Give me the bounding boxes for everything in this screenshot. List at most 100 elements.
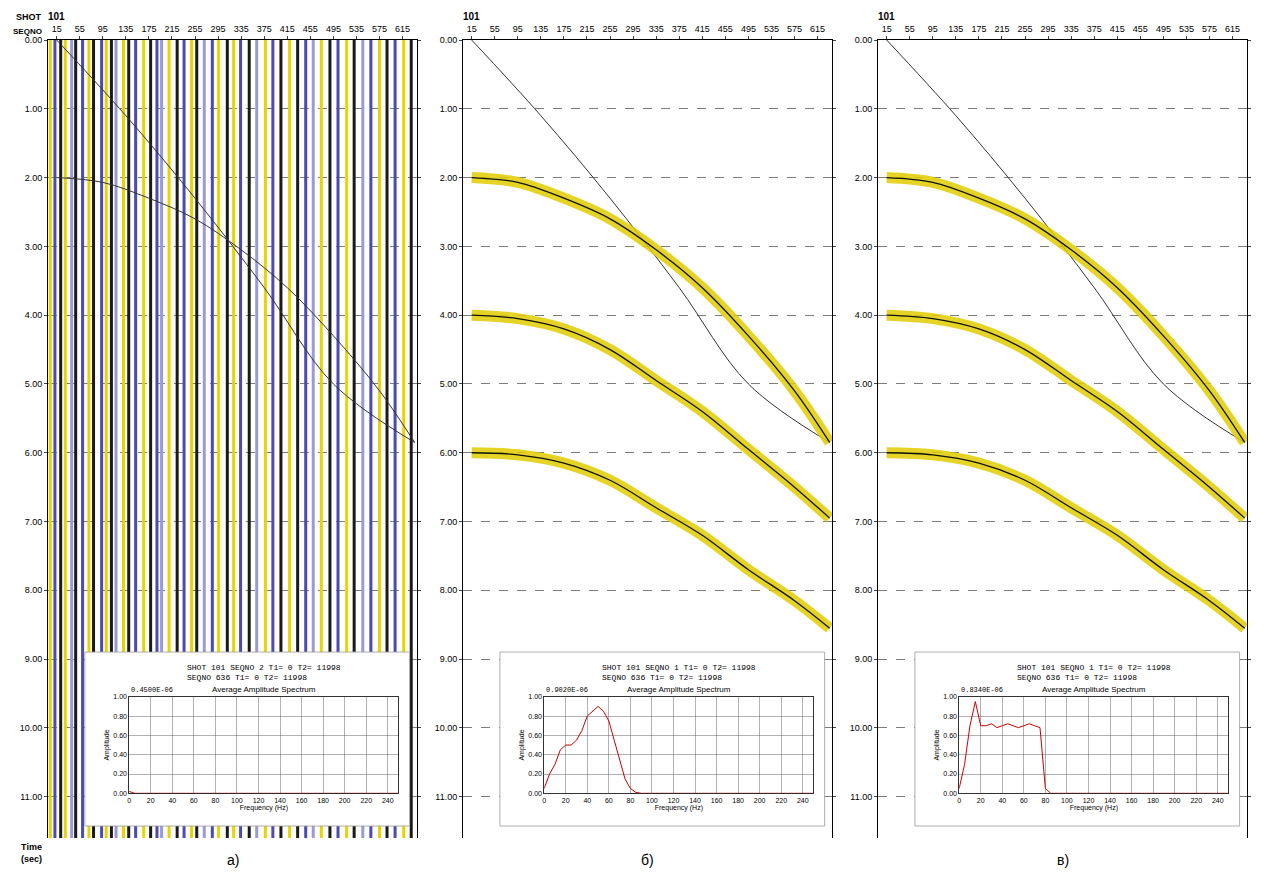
- svg-text:0.80: 0.80: [528, 713, 542, 720]
- svg-text:0.20: 0.20: [528, 770, 542, 777]
- svg-text:15: 15: [52, 24, 62, 34]
- svg-text:Average Amplitude Spectrum: Average Amplitude Spectrum: [1042, 685, 1146, 694]
- svg-text:375: 375: [1087, 24, 1102, 34]
- svg-text:255: 255: [188, 24, 203, 34]
- svg-text:160: 160: [711, 797, 723, 804]
- svg-text:220: 220: [360, 797, 372, 804]
- svg-text:535: 535: [349, 24, 364, 34]
- svg-text:5.00: 5.00: [25, 379, 43, 389]
- svg-text:0.00: 0.00: [113, 790, 127, 797]
- svg-text:0.40: 0.40: [528, 751, 542, 758]
- svg-text:10.00: 10.00: [850, 723, 873, 733]
- svg-text:Amplitude: Amplitude: [518, 729, 526, 760]
- svg-text:0.40: 0.40: [943, 751, 957, 758]
- svg-text:220: 220: [1190, 797, 1202, 804]
- svg-text:215: 215: [579, 24, 594, 34]
- svg-text:5.00: 5.00: [440, 379, 458, 389]
- svg-text:40: 40: [168, 797, 176, 804]
- svg-text:215: 215: [994, 24, 1009, 34]
- svg-text:1.00: 1.00: [528, 693, 542, 700]
- svg-text:120: 120: [253, 797, 265, 804]
- svg-text:1.00: 1.00: [440, 104, 458, 114]
- svg-text:6.00: 6.00: [25, 448, 43, 458]
- svg-text:SEQNO: SEQNO: [13, 27, 42, 36]
- svg-text:240: 240: [797, 797, 809, 804]
- svg-text:100: 100: [231, 797, 243, 804]
- svg-text:3.00: 3.00: [440, 242, 458, 252]
- svg-text:615: 615: [810, 24, 825, 34]
- svg-text:0.00: 0.00: [440, 35, 458, 45]
- svg-text:375: 375: [672, 24, 687, 34]
- svg-text:Amplitude: Amplitude: [103, 729, 111, 760]
- svg-text:Time(sec): Time(sec): [21, 842, 42, 864]
- svg-text:255: 255: [603, 24, 618, 34]
- svg-text:6.00: 6.00: [855, 448, 873, 458]
- svg-text:180: 180: [1147, 797, 1159, 804]
- svg-text:95: 95: [928, 24, 938, 34]
- svg-text:60: 60: [605, 797, 613, 804]
- svg-text:0.80: 0.80: [113, 713, 127, 720]
- svg-text:SHOT 101 SEQNO 2 T1= 0 T2= 119: SHOT 101 SEQNO 2 T1= 0 T2= 11998SEQNO 63…: [187, 663, 341, 682]
- svg-text:101: 101: [48, 11, 65, 22]
- svg-text:9.00: 9.00: [855, 654, 873, 664]
- svg-text:95: 95: [98, 24, 108, 34]
- svg-text:140: 140: [1104, 797, 1116, 804]
- svg-text:3.00: 3.00: [855, 242, 873, 252]
- svg-text:5.00: 5.00: [855, 379, 873, 389]
- svg-text:175: 175: [556, 24, 571, 34]
- svg-text:0.20: 0.20: [113, 770, 127, 777]
- svg-text:а): а): [227, 852, 239, 868]
- svg-text:160: 160: [296, 797, 308, 804]
- svg-text:Amplitude: Amplitude: [933, 729, 941, 760]
- svg-text:0.80: 0.80: [943, 713, 957, 720]
- svg-text:8.00: 8.00: [440, 585, 458, 595]
- svg-text:9.00: 9.00: [440, 654, 458, 664]
- svg-text:215: 215: [164, 24, 179, 34]
- svg-text:Frequency (Hz): Frequency (Hz): [240, 804, 288, 812]
- svg-text:455: 455: [303, 24, 318, 34]
- svg-text:100: 100: [646, 797, 658, 804]
- svg-text:2.00: 2.00: [440, 173, 458, 183]
- svg-text:7.00: 7.00: [855, 517, 873, 527]
- svg-text:Average Amplitude Spectrum: Average Amplitude Spectrum: [627, 685, 731, 694]
- svg-text:11.00: 11.00: [850, 792, 872, 802]
- svg-text:140: 140: [689, 797, 701, 804]
- svg-text:255: 255: [1018, 24, 1033, 34]
- svg-text:15: 15: [882, 24, 892, 34]
- svg-text:135: 135: [533, 24, 548, 34]
- svg-text:1.00: 1.00: [113, 693, 127, 700]
- svg-text:4.00: 4.00: [440, 310, 458, 320]
- svg-text:9.00: 9.00: [25, 654, 43, 664]
- svg-text:0.4500E-06: 0.4500E-06: [131, 686, 173, 694]
- svg-text:335: 335: [1064, 24, 1079, 34]
- svg-text:1.00: 1.00: [943, 693, 957, 700]
- svg-text:40: 40: [998, 797, 1006, 804]
- svg-text:10.00: 10.00: [435, 723, 458, 733]
- svg-text:6.00: 6.00: [440, 448, 458, 458]
- svg-text:615: 615: [395, 24, 410, 34]
- svg-text:335: 335: [234, 24, 249, 34]
- svg-text:160: 160: [1126, 797, 1138, 804]
- svg-text:295: 295: [211, 24, 226, 34]
- svg-text:60: 60: [1020, 797, 1028, 804]
- svg-text:0.00: 0.00: [528, 790, 542, 797]
- svg-text:175: 175: [971, 24, 986, 34]
- svg-text:55: 55: [75, 24, 85, 34]
- svg-text:0.60: 0.60: [113, 732, 127, 739]
- svg-text:0.40: 0.40: [113, 751, 127, 758]
- svg-text:455: 455: [1133, 24, 1148, 34]
- svg-text:200: 200: [1169, 797, 1181, 804]
- svg-text:101: 101: [463, 11, 480, 22]
- svg-text:7.00: 7.00: [25, 517, 43, 527]
- svg-text:55: 55: [490, 24, 500, 34]
- svg-text:Frequency (Hz): Frequency (Hz): [1070, 804, 1118, 812]
- svg-text:101: 101: [878, 11, 895, 22]
- svg-text:SHOT 101 SEQNO 1 T1= 0 T2= 119: SHOT 101 SEQNO 1 T1= 0 T2= 11998SEQNO 63…: [602, 663, 756, 682]
- svg-text:2.00: 2.00: [855, 173, 873, 183]
- svg-text:11.00: 11.00: [20, 792, 42, 802]
- svg-text:495: 495: [1156, 24, 1171, 34]
- svg-text:575: 575: [787, 24, 802, 34]
- svg-text:240: 240: [1212, 797, 1224, 804]
- svg-text:80: 80: [1041, 797, 1049, 804]
- svg-text:80: 80: [211, 797, 219, 804]
